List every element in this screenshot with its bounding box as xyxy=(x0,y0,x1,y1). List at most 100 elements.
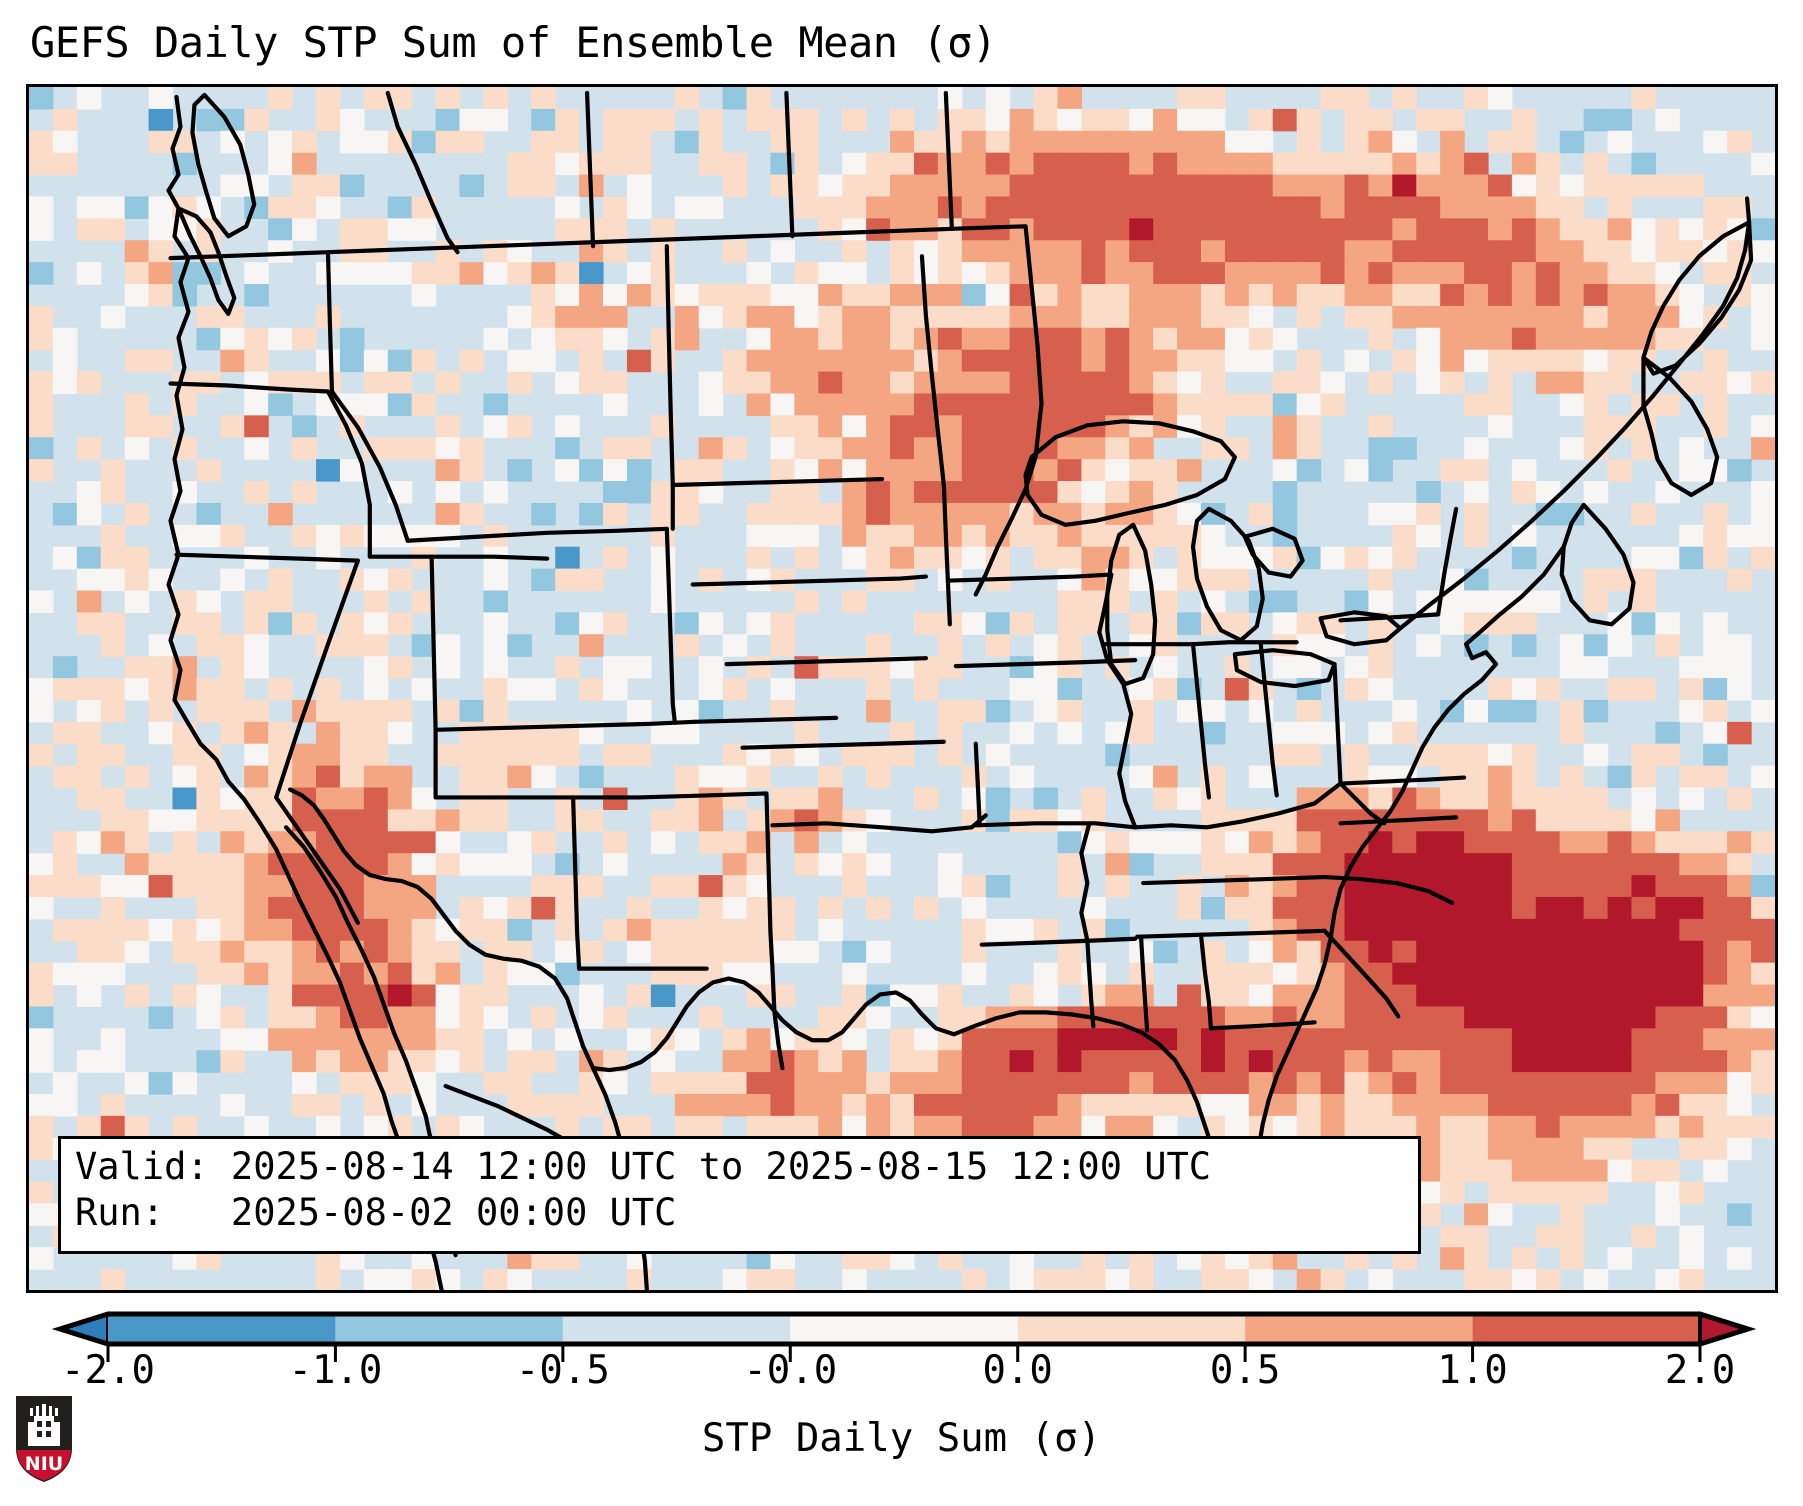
state-border-ms-al xyxy=(1139,936,1150,1033)
anomaly-cell xyxy=(387,524,413,548)
anomaly-cell xyxy=(459,809,485,832)
anomaly-cell xyxy=(507,371,532,395)
anomaly-cell xyxy=(1200,831,1226,854)
anomaly-cell xyxy=(1583,962,1609,986)
anomaly-cell xyxy=(1679,240,1704,263)
anomaly-cell xyxy=(435,940,461,964)
anomaly-cell xyxy=(1559,437,1585,460)
anomaly-cell xyxy=(1129,305,1154,329)
anomaly-cell xyxy=(1129,1050,1154,1073)
anomaly-cell xyxy=(483,415,508,438)
anomaly-cell xyxy=(1224,546,1250,570)
anomaly-cell xyxy=(1535,174,1561,198)
anomaly-cell xyxy=(1583,1028,1609,1051)
anomaly-cell xyxy=(1751,284,1775,307)
anomaly-cell xyxy=(1320,218,1346,241)
anomaly-cell xyxy=(794,284,819,307)
anomaly-cell xyxy=(1751,524,1775,548)
anomaly-cell xyxy=(1272,656,1298,679)
anomaly-cell xyxy=(507,349,532,373)
anomaly-cell xyxy=(531,962,556,986)
anomaly-cell xyxy=(1129,481,1154,504)
anomaly-cell xyxy=(1655,721,1680,745)
anomaly-cell xyxy=(1296,218,1322,241)
anomaly-cell xyxy=(1105,1269,1130,1290)
anomaly-cell xyxy=(1751,218,1775,241)
anomaly-cell xyxy=(1751,765,1775,789)
anomaly-cell xyxy=(1129,678,1154,701)
anomaly-cell xyxy=(1440,1006,1465,1029)
anomaly-cell xyxy=(1631,1072,1657,1095)
anomaly-cell xyxy=(1751,327,1775,351)
anomaly-cell xyxy=(937,87,963,110)
anomaly-cell xyxy=(1631,174,1657,198)
anomaly-cell xyxy=(555,437,580,460)
anomaly-cell xyxy=(387,656,413,679)
anomaly-cell xyxy=(435,1050,461,1073)
anomaly-cell xyxy=(196,634,221,657)
anomaly-cell xyxy=(1057,130,1082,154)
anomaly-cell xyxy=(698,940,724,964)
anomaly-cell xyxy=(1703,130,1728,154)
anomaly-cell xyxy=(483,1006,508,1029)
anomaly-cell xyxy=(1272,1093,1298,1117)
anomaly-cell xyxy=(220,656,245,679)
anomaly-cell xyxy=(746,1269,772,1290)
anomaly-cell xyxy=(1583,174,1609,198)
anomaly-cell xyxy=(770,130,795,154)
anomaly-cell xyxy=(842,1028,867,1051)
anomaly-cell xyxy=(1631,568,1657,592)
anomaly-cell xyxy=(1679,284,1704,307)
anomaly-cell xyxy=(1081,327,1106,351)
anomaly-cell xyxy=(722,853,748,876)
anomaly-cell xyxy=(1751,481,1775,504)
anomaly-cell xyxy=(890,1072,915,1095)
anomaly-cell xyxy=(1583,634,1609,657)
anomaly-cell xyxy=(866,1006,891,1029)
anomaly-cell xyxy=(196,962,221,986)
anomaly-cell xyxy=(124,240,150,263)
anomaly-cell xyxy=(1368,437,1393,460)
anomaly-cell xyxy=(1033,87,1059,110)
anomaly-cell xyxy=(1416,918,1441,942)
anomaly-cell xyxy=(1511,1006,1537,1029)
anomaly-cell xyxy=(555,305,580,329)
anomaly-cell xyxy=(937,634,963,657)
anomaly-cell xyxy=(985,437,1011,460)
anomaly-cell xyxy=(1703,831,1728,854)
anomaly-cell xyxy=(722,437,748,460)
anomaly-cell xyxy=(913,984,939,1008)
anomaly-cell xyxy=(387,699,413,723)
anomaly-cell xyxy=(1464,1203,1489,1226)
state-border-ia-il-mississippi xyxy=(1097,572,1138,830)
anomaly-cell xyxy=(1751,699,1775,723)
anomaly-cell xyxy=(1320,853,1346,876)
anomaly-cell xyxy=(1679,765,1704,789)
anomaly-cell xyxy=(1727,524,1752,548)
anomaly-cell xyxy=(555,1093,580,1117)
anomaly-cell xyxy=(244,437,269,460)
anomaly-cell xyxy=(794,1093,819,1117)
anomaly-cell xyxy=(196,1006,221,1029)
anomaly-cell xyxy=(124,393,150,416)
anomaly-cell xyxy=(339,459,365,482)
anomaly-cell xyxy=(1464,1028,1489,1051)
anomaly-cell xyxy=(172,743,198,767)
anomaly-cell xyxy=(1559,284,1585,307)
anomaly-cell xyxy=(1248,218,1274,241)
anomaly-cell xyxy=(650,940,676,964)
anomaly-cell xyxy=(172,524,198,548)
anomaly-cell xyxy=(1392,284,1417,307)
anomaly-cell xyxy=(76,481,102,504)
anomaly-cell xyxy=(316,393,341,416)
anomaly-cell xyxy=(1416,1072,1441,1095)
anomaly-cell xyxy=(268,612,293,635)
anomaly-cell xyxy=(244,721,269,745)
anomaly-cell xyxy=(1368,240,1393,263)
anomaly-cell xyxy=(1344,174,1369,198)
anomaly-cell xyxy=(411,590,437,613)
anomaly-cell xyxy=(746,87,772,110)
state-border-ar-la xyxy=(979,936,1138,947)
anomaly-cell xyxy=(100,218,126,241)
anomaly-cell xyxy=(220,962,245,986)
